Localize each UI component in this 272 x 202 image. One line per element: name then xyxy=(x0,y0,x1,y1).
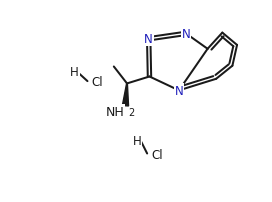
Text: N: N xyxy=(175,84,183,97)
Text: Cl: Cl xyxy=(92,76,103,89)
Text: Cl: Cl xyxy=(152,148,163,161)
Text: N: N xyxy=(181,28,190,41)
Polygon shape xyxy=(122,84,129,106)
Text: NH: NH xyxy=(106,105,125,118)
Text: H: H xyxy=(133,134,141,147)
Text: 2: 2 xyxy=(129,107,135,117)
Text: H: H xyxy=(70,66,79,79)
Text: N: N xyxy=(144,33,153,46)
